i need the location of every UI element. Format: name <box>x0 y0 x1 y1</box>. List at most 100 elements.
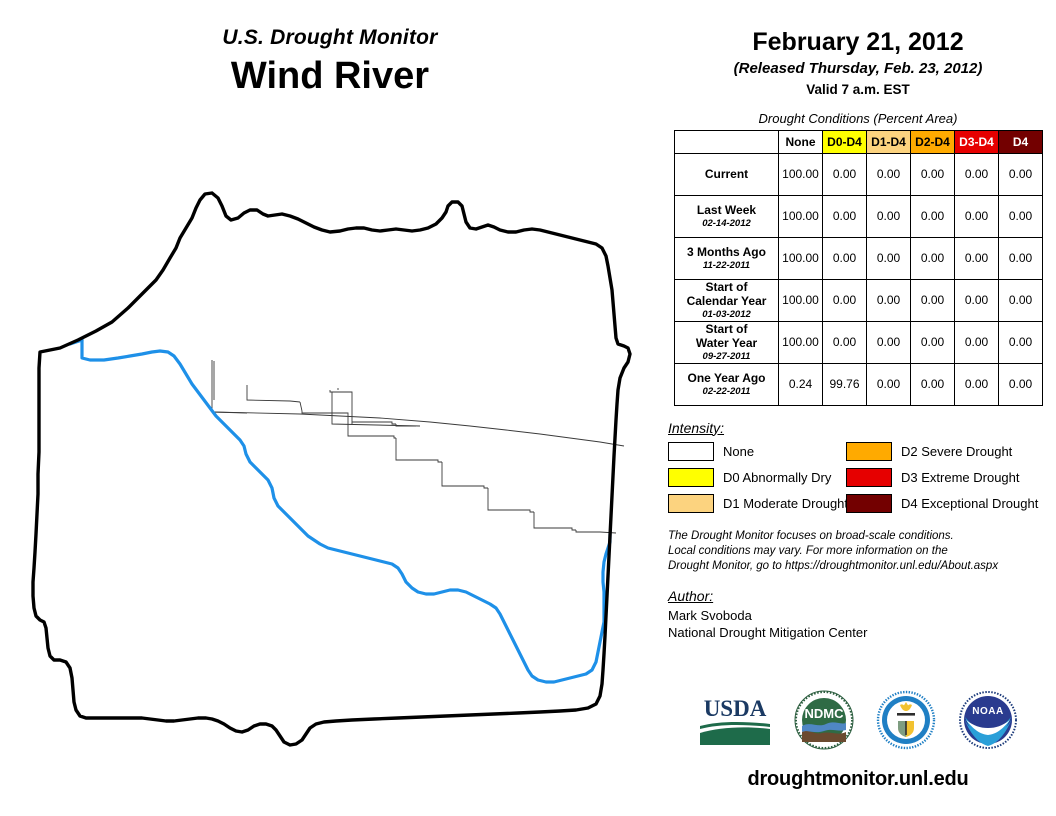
table-row: 3 Months Ago 11-22-2011 100.00 0.00 0.00 0.00… <box>674 236 1043 280</box>
site-url[interactable]: droughtmonitor.unl.edu <box>747 768 969 790</box>
ndmc-logo[interactable]: NDMC <box>794 690 854 755</box>
legend-swatch <box>846 493 892 513</box>
disclaimer-line: Local conditions may vary. For more info… <box>668 544 948 557</box>
table-row: Current 100.00 0.00 0.00 0.00 0.00 0.00 <box>674 152 1043 196</box>
svg-text:NOAA: NOAA <box>972 706 1003 717</box>
release-date: (Released Thursday, Feb. 23, 2012) <box>733 60 983 77</box>
map-svg <box>31 191 632 747</box>
table-cell-d2-d4: 0.00 <box>910 236 955 280</box>
legend-swatch <box>846 441 892 461</box>
row-label-date: 11-22-2011 <box>702 259 751 271</box>
column-header-d1d4: D1-D4 <box>866 129 911 154</box>
disclaimer-line: Drought Monitor, go to https://droughtmo… <box>668 559 999 572</box>
row-label: Current <box>674 152 779 196</box>
table-row: Last Week 02-14-2012 100.00 0.00 0.00 0.00 0.0… <box>674 194 1043 238</box>
row-label-date: 02-22-2011 <box>702 385 751 397</box>
table-cell-d4: 0.00 <box>998 152 1043 196</box>
column-header-none: None <box>778 129 823 154</box>
drought-map[interactable] <box>0 130 660 790</box>
author-heading: Author: <box>668 588 714 605</box>
legend-label: D0 Abnormally Dry <box>723 469 832 485</box>
page-title: Wind River <box>230 55 430 98</box>
row-label-date: 01-03-2012 <box>702 309 751 321</box>
legend-item: D2 Severe Drought <box>846 441 1056 461</box>
author-name: Mark Svoboda <box>668 608 752 624</box>
legend-item: D4 Exceptional Drought <box>846 493 1056 513</box>
table-cell-d3-d4: 0.00 <box>954 320 999 364</box>
noaa-logo[interactable]: NOAA <box>958 690 1018 755</box>
row-label: One Year Ago 02-22-2011 <box>674 362 779 406</box>
table-corner-cell <box>674 129 779 154</box>
legend-label: D2 Severe Drought <box>901 443 1013 459</box>
table-cell-d3-d4: 0.00 <box>954 194 999 238</box>
issue-date: February 21, 2012 <box>752 28 964 56</box>
intensity-legend-grid: None D2 Severe Drought D0 Abnormally Dry D3… <box>668 441 1056 513</box>
table-cell-d4: 0.00 <box>998 194 1043 238</box>
row-label: Last Week 02-14-2012 <box>674 194 779 238</box>
table-cell-d1-d4: 0.00 <box>866 362 911 406</box>
table-cell-d3-d4: 0.00 <box>954 152 999 196</box>
table-cell-d4: 0.00 <box>998 236 1043 280</box>
table-cell-d2-d4: 0.00 <box>910 152 955 196</box>
row-label: Start of Calendar Year 01-03-2012 <box>674 278 779 322</box>
region-boundary <box>31 191 632 747</box>
commerce-logo[interactable] <box>876 690 936 755</box>
table-cell-none: 100.00 <box>778 236 823 280</box>
legend-item: None <box>668 441 846 461</box>
legend-swatch <box>668 493 714 513</box>
table-cell-d2-d4: 0.00 <box>910 320 955 364</box>
disclaimer-text: The Drought Monitor focuses on broad-sca… <box>668 529 1056 575</box>
table-row: Start of Calendar Year 01-03-2012 100.00 0.0… <box>674 278 1043 322</box>
info-panel: February 21, 2012 (Released Thursday, Fe… <box>660 0 1056 816</box>
table-cell-d0-d4: 0.00 <box>822 236 867 280</box>
table-cell-d3-d4: 0.00 <box>954 362 999 406</box>
row-label-date: 02-14-2012 <box>702 217 751 229</box>
svg-text:USDA: USDA <box>704 696 767 721</box>
region-fill <box>33 193 630 745</box>
drought-conditions-table-wrap: None D0-D4 D1-D4 D2-D4 D3-D4 D4 Current 1… <box>674 129 1043 406</box>
drought-conditions-table: None D0-D4 D1-D4 D2-D4 D3-D4 D4 Current 1… <box>674 129 1043 406</box>
table-cell-d4: 0.00 <box>998 362 1043 406</box>
row-label: Start of Water Year 09-27-2011 <box>674 320 779 364</box>
table-cell-none: 100.00 <box>778 278 823 322</box>
table-body: Current 100.00 0.00 0.00 0.00 0.00 0.00 Last We… <box>674 152 1043 406</box>
table-cell-d2-d4: 0.00 <box>910 362 955 406</box>
intensity-heading: Intensity: <box>668 419 725 436</box>
row-label: 3 Months Ago 11-22-2011 <box>674 236 779 280</box>
legend-swatch <box>668 467 714 487</box>
logo-row: USDA NDMC <box>660 690 1056 755</box>
table-cell-d1-d4: 0.00 <box>866 152 911 196</box>
legend-swatch <box>846 467 892 487</box>
table-cell-d0-d4: 0.00 <box>822 152 867 196</box>
column-header-d2d4: D2-D4 <box>910 129 955 154</box>
table-cell-d1-d4: 0.00 <box>866 278 911 322</box>
table-cell-none: 100.00 <box>778 152 823 196</box>
legend-item: D0 Abnormally Dry <box>668 467 846 487</box>
table-row: One Year Ago 02-22-2011 0.24 99.76 0.00 0.00 0… <box>674 362 1043 406</box>
author-section: Author: Mark Svoboda National Drought Mi… <box>668 588 1056 642</box>
table-cell-d0-d4: 0.00 <box>822 320 867 364</box>
table-cell-d3-d4: 0.00 <box>954 236 999 280</box>
usda-logo[interactable]: USDA <box>698 693 772 752</box>
table-cell-none: 100.00 <box>778 194 823 238</box>
table-cell-none: 0.24 <box>778 362 823 406</box>
intensity-legend: Intensity: None D2 Severe Drought D0 Abnor… <box>668 420 1056 513</box>
legend-label: D3 Extreme Drought <box>901 469 1020 485</box>
svg-text:NDMC: NDMC <box>805 706 845 721</box>
column-header-d0d4: D0-D4 <box>822 129 867 154</box>
county-boundary-lines <box>211 360 625 534</box>
table-cell-none: 100.00 <box>778 320 823 364</box>
table-cell-d3-d4: 0.00 <box>954 278 999 322</box>
table-cell-d1-d4: 0.00 <box>866 320 911 364</box>
column-header-d3d4: D3-D4 <box>954 129 999 154</box>
date-block: February 21, 2012 (Released Thursday, Fe… <box>660 0 1056 97</box>
row-label-date: 09-27-2011 <box>702 351 751 363</box>
table-cell-d1-d4: 0.00 <box>866 236 911 280</box>
table-cell-d2-d4: 0.00 <box>910 194 955 238</box>
table-cell-d4: 0.00 <box>998 278 1043 322</box>
table-header-row: None D0-D4 D1-D4 D2-D4 D3-D4 D4 <box>674 129 1043 154</box>
table-cell-d0-d4: 0.00 <box>822 278 867 322</box>
drought-monitor-kicker: U.S. Drought Monitor <box>222 26 438 49</box>
column-header-d4: D4 <box>998 129 1043 154</box>
map-title-block: U.S. Drought Monitor Wind River <box>0 26 660 99</box>
